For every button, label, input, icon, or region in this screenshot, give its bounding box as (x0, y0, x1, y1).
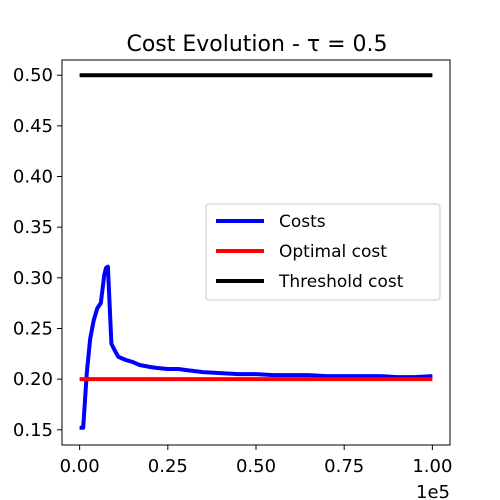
x-tick-label: 1.00 (412, 456, 452, 477)
x-tick-label: 0.50 (236, 456, 276, 477)
legend: Costs Optimal cost Threshold cost (205, 203, 441, 301)
y-tick-label: 0.30 (13, 268, 53, 289)
legend-label: Threshold cost (278, 272, 404, 292)
y-tick-label: 0.35 (13, 217, 53, 238)
plot-lines (79, 73, 433, 430)
y-tick-label: 0.25 (13, 318, 53, 339)
y-tick-label: 0.45 (13, 116, 53, 137)
y-tick-label: 0.20 (13, 369, 53, 390)
x-offset-label: 1e5 (416, 482, 450, 500)
y-tick-label: 0.15 (13, 420, 53, 441)
series-line-costs (79, 264, 433, 430)
y-tick-label: 0.40 (13, 167, 53, 188)
x-axis: 0.00 0.25 0.50 0.75 1.00 (60, 445, 452, 477)
x-tick-label: 0.75 (324, 456, 364, 477)
legend-box (205, 203, 441, 301)
y-tick-label: 0.50 (13, 65, 53, 86)
x-tick-label: 0.25 (148, 456, 188, 477)
chart-title: Cost Evolution - τ = 0.5 (126, 32, 387, 57)
x-tick-label: 0.00 (60, 456, 100, 477)
legend-label: Costs (279, 212, 326, 232)
legend-label: Optimal cost (279, 242, 387, 262)
y-axis: 0.15 0.20 0.25 0.30 0.35 0.40 0.45 0.50 (13, 65, 62, 441)
